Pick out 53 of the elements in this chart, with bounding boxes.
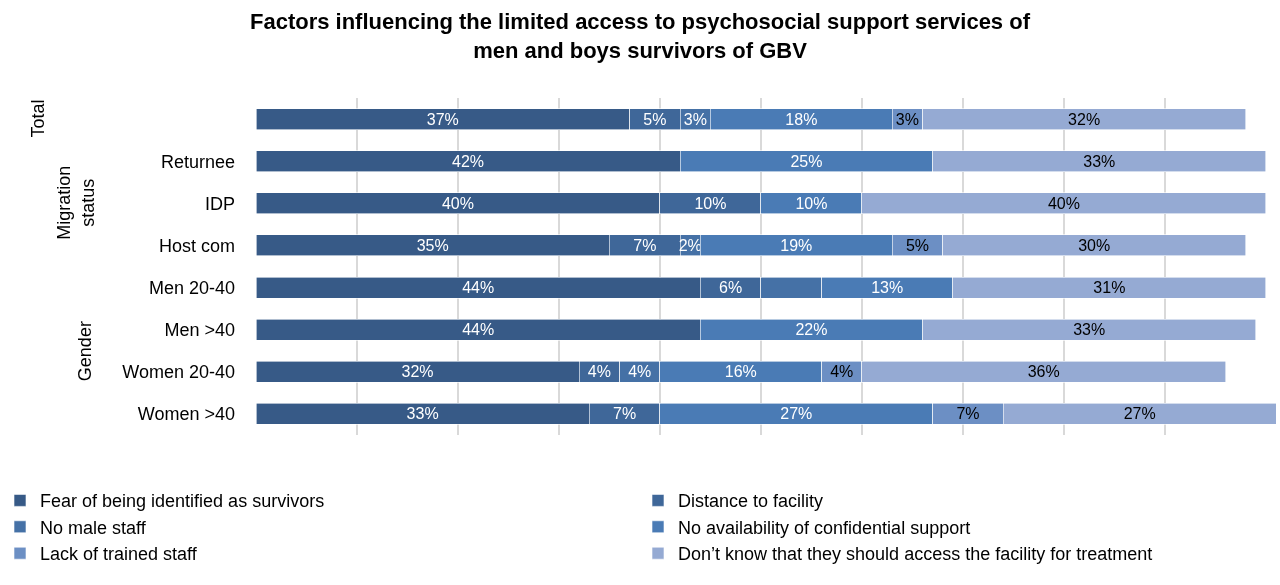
- data-label: 30%: [1078, 236, 1111, 254]
- legend-label: Fear of being identified as survivors: [40, 491, 325, 512]
- y-tick-label: Women 20-40: [122, 362, 235, 383]
- data-label: 42%: [452, 152, 485, 170]
- data-label: 4%: [587, 363, 611, 381]
- data-label: 6%: [719, 279, 743, 297]
- text: Migration status: [54, 165, 98, 240]
- data-label: 32%: [401, 363, 434, 381]
- y-tick-label: Returnee: [160, 151, 235, 172]
- data-label: 44%: [462, 279, 495, 297]
- data-label: 27%: [1123, 405, 1156, 423]
- data-label: 40%: [441, 194, 474, 212]
- data-label: 32%: [1068, 110, 1101, 128]
- text: Gender: [74, 321, 95, 382]
- data-label: 33%: [1073, 321, 1106, 339]
- data-label: 5%: [905, 236, 930, 254]
- data-label: 7%: [633, 236, 657, 254]
- data-label: 5%: [643, 110, 667, 128]
- data-label: 35%: [416, 236, 449, 254]
- chart-title: Factors influencing the limited access to psychosocial support services of men and boys survivors of GBV: [249, 9, 1031, 63]
- data-label: 40%: [1047, 194, 1080, 212]
- data-label: 10%: [795, 194, 828, 212]
- data-label: 10%: [694, 194, 727, 212]
- data-label: 4%: [628, 363, 652, 381]
- data-label: 25%: [790, 152, 823, 170]
- y-tick-label: Women >40: [137, 404, 235, 425]
- data-label: 4%: [830, 363, 854, 381]
- legend-label: Lack of trained staff: [40, 544, 198, 565]
- data-label: 7%: [956, 405, 980, 423]
- data-label: 33%: [1083, 152, 1116, 170]
- data-label: 7%: [613, 405, 637, 423]
- data-label: 27%: [780, 405, 813, 423]
- data-label: 13%: [871, 279, 904, 297]
- text: Total: [28, 99, 49, 138]
- data-label: 18%: [785, 110, 818, 128]
- legend-label: Don’t know that they should access the facility for treatment: [678, 544, 1153, 565]
- data-label: 3%: [895, 110, 919, 128]
- y-tick-label: Men 20-40: [148, 277, 235, 298]
- data-label: 16%: [724, 363, 757, 381]
- data-label: 33%: [406, 405, 439, 423]
- data-label: 37%: [426, 110, 459, 128]
- y-tick-label: Host com: [158, 235, 235, 256]
- legend-label: Distance to facility: [678, 491, 824, 512]
- data-label: 22%: [795, 321, 828, 339]
- y-tick-label: Men >40: [164, 319, 235, 340]
- data-label: 3%: [683, 110, 707, 128]
- legend-label: No availability of confidential support: [678, 517, 971, 538]
- data-label: 19%: [780, 236, 813, 254]
- legend-label: No male staff: [40, 517, 147, 538]
- data-label: 44%: [462, 321, 495, 339]
- y-tick-label: IDP: [204, 193, 235, 214]
- data-label: 36%: [1027, 363, 1060, 381]
- data-label: 31%: [1093, 279, 1126, 297]
